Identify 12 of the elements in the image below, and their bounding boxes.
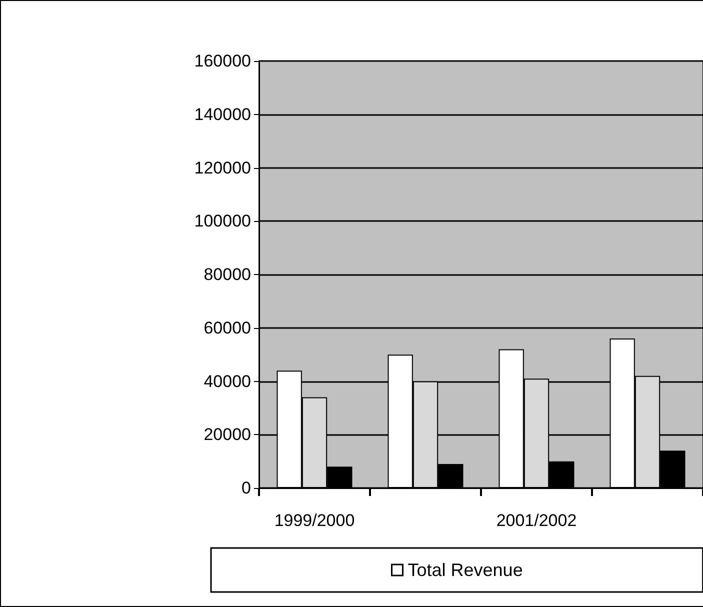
y-tick-label: 20000	[204, 425, 251, 444]
legend-label: Total Revenue	[408, 560, 523, 580]
x-tick-label: 1999/2000	[274, 511, 355, 530]
x-tick-label: 2001/2002	[496, 511, 577, 530]
y-tick-label: 160000	[194, 52, 251, 70]
y-tick-label: 120000	[194, 158, 251, 178]
y-tick-label: 40000	[204, 372, 251, 391]
y-tick-label: 0	[242, 478, 251, 498]
y-tick-label: 80000	[204, 265, 251, 284]
y-tick-label: 100000	[194, 212, 251, 231]
y-tick-label: 60000	[204, 318, 251, 338]
y-tick-label: 140000	[194, 104, 251, 124]
